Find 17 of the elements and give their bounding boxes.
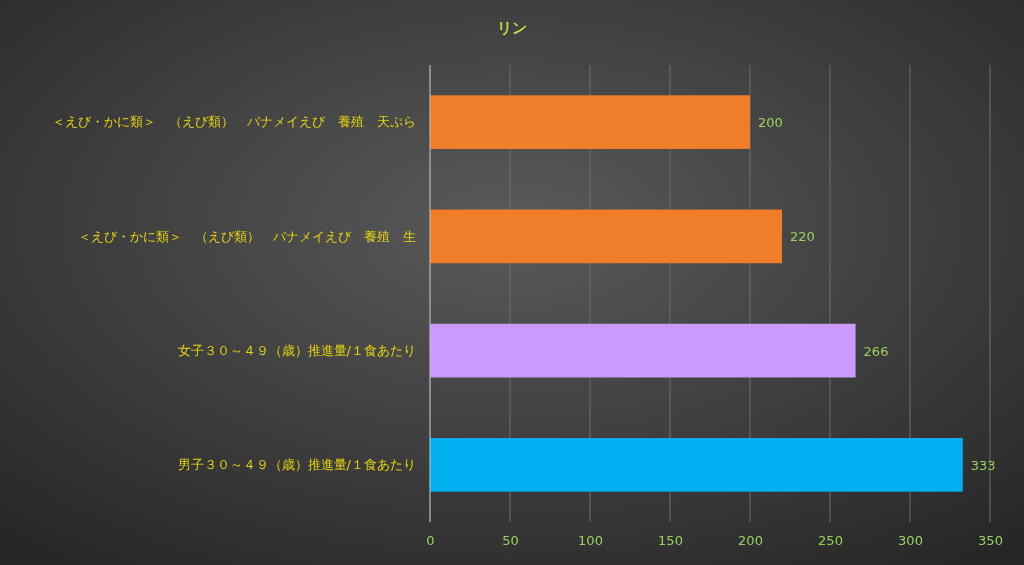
x-tick-label: 200 — [738, 533, 763, 549]
x-tick-label: 50 — [502, 533, 519, 549]
data-label: 220 — [790, 229, 815, 245]
y-tick-label: ＜えび・かに類＞ （えび類） バナメイえび 養殖 天ぷら — [52, 114, 416, 130]
data-label: 266 — [863, 343, 889, 359]
data-label: 200 — [758, 115, 783, 131]
x-tick-label: 350 — [978, 533, 1003, 549]
x-tick-label: 250 — [818, 533, 843, 549]
x-tick-label: 0 — [426, 533, 435, 549]
x-tick-label: 150 — [658, 533, 683, 549]
x-tick-label: 300 — [898, 533, 923, 549]
chart-title: リン — [497, 19, 527, 37]
y-tick-label: 男子３０～４９（歳）推進量/１食あたり — [177, 457, 416, 473]
y-tick-label: ＜えび・かに類＞ （えび類） バナメイえび 養殖 生 — [78, 228, 416, 244]
data-label: 333 — [970, 457, 996, 473]
y-tick-label: 女子３０～４９（歳）推進量/１食あたり — [177, 342, 416, 358]
x-tick-label: 100 — [578, 533, 603, 549]
